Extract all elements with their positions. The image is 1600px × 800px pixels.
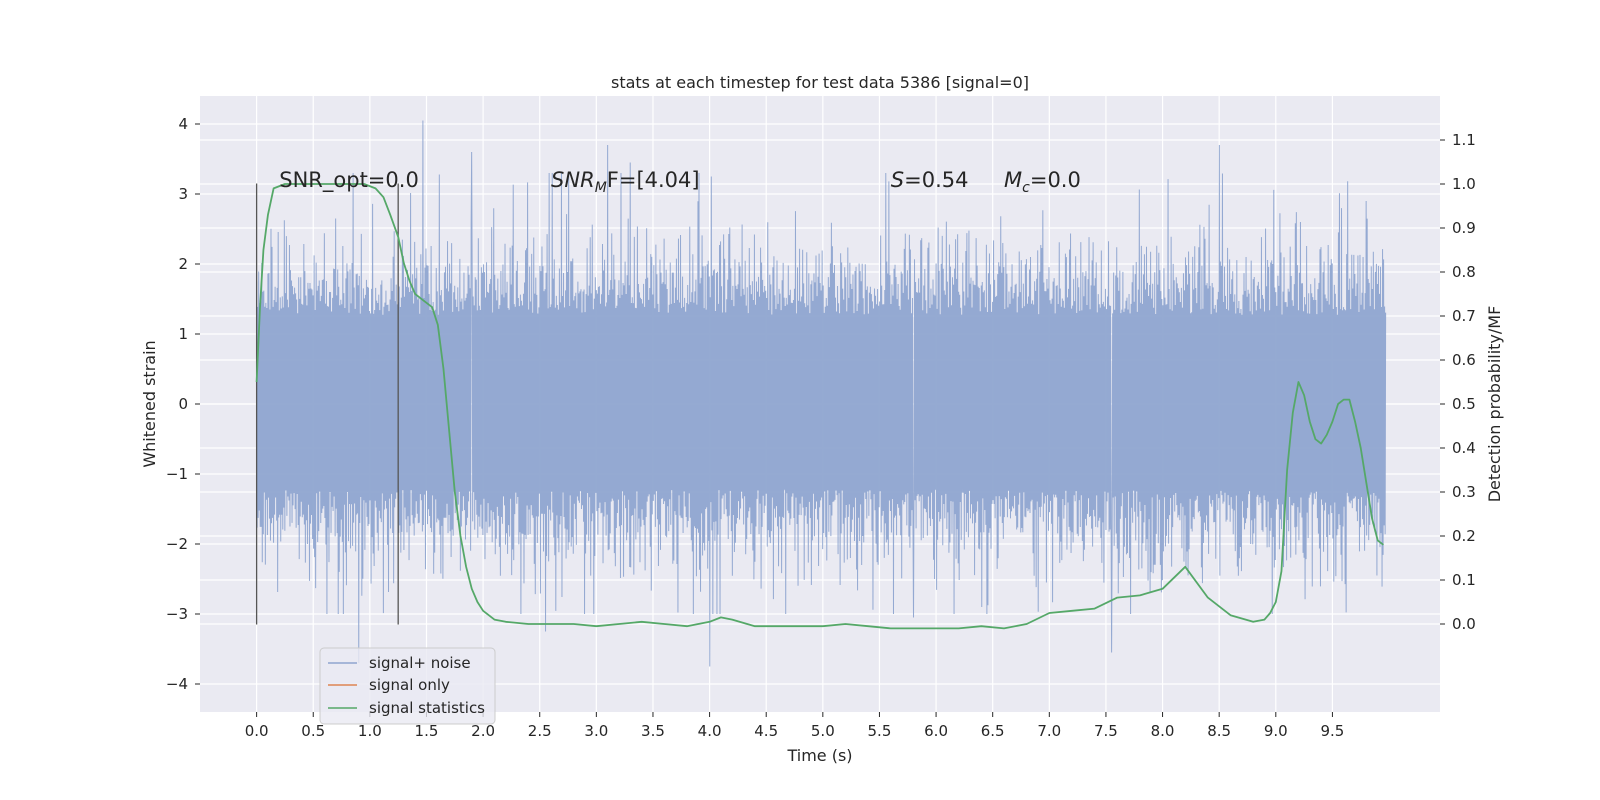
legend-label-signal-noise: signal+ noise (369, 654, 471, 672)
y-left-tick-label: 1 (178, 325, 188, 343)
x-tick-label: 8.5 (1207, 722, 1231, 740)
annotation-text: SNRMF=[4.04] (551, 168, 700, 196)
legend: signal+ noise signal only signal statist… (319, 647, 496, 725)
y-right-tick-label: 0.6 (1452, 351, 1476, 369)
x-tick-label: 3.0 (584, 722, 608, 740)
annotation-text: Mc=0.0 (1004, 168, 1081, 196)
y-right-tick-label: 1.0 (1452, 175, 1476, 193)
x-tick-label: 7.0 (1037, 722, 1061, 740)
chart-title: stats at each timestep for test data 538… (611, 73, 1029, 92)
x-tick-label: 0.0 (245, 722, 269, 740)
y-left-tick-label: 3 (178, 185, 188, 203)
x-tick-label: 8.0 (1151, 722, 1175, 740)
x-tick-label: 5.0 (811, 722, 835, 740)
legend-label-signal-statistics: signal statistics (369, 699, 485, 717)
signal-noise-series (256, 120, 1387, 667)
y-right-tick-label: 0.8 (1452, 263, 1476, 281)
y-left-tick-label: −4 (166, 675, 188, 693)
y-right-tick-label: 1.1 (1452, 131, 1476, 149)
y-right-tick-label: 0.5 (1452, 395, 1476, 413)
x-tick-label: 4.5 (754, 722, 778, 740)
y-right-tick-label: 0.7 (1452, 307, 1476, 325)
y-right-tick-label: 0.9 (1452, 219, 1476, 237)
y-left-tick-label: 0 (178, 395, 188, 413)
signal-statistics-line (255, 183, 1384, 630)
x-tick-label: 2.5 (528, 722, 552, 740)
right-y-axis-label: Detection probability/MF (1485, 306, 1504, 503)
y-right-tick-label: 0.4 (1452, 439, 1476, 457)
x-tick-label: 6.5 (981, 722, 1005, 740)
x-tick-label: 9.0 (1264, 722, 1288, 740)
x-tick-label: 3.5 (641, 722, 665, 740)
x-tick-label: 4.0 (698, 722, 722, 740)
vertical-markers (255, 183, 399, 625)
y-right-tick-label: 0.3 (1452, 483, 1476, 501)
x-tick-label: 7.5 (1094, 722, 1118, 740)
y-left-tick-label: −2 (166, 535, 188, 553)
x-axis-label: Time (s) (786, 746, 852, 765)
x-tick-label: 9.5 (1320, 722, 1344, 740)
annotations: SNR_opt=0.0 SNRMF=[4.04] S=0.54 Mc=0.0 (279, 168, 1081, 196)
legend-box (319, 647, 496, 725)
right-y-axis-ticks: 0.0 0.1 0.2 0.3 0.4 0.5 0.6 0.7 0.8 0.9 1.0 1.1 (1440, 131, 1476, 633)
y-left-tick-label: −3 (166, 605, 188, 623)
y-right-tick-label: 0.2 (1452, 527, 1476, 545)
x-axis-ticks: 0.0 0.5 1.0 1.5 2.0 2.5 3.0 3.5 4.0 4.5 5.0 5.5 6.0 6… (245, 712, 1344, 740)
y-left-tick-label: −1 (166, 465, 188, 483)
left-y-axis-label: Whitened strain (140, 340, 159, 467)
y-right-tick-label: 0.1 (1452, 571, 1476, 589)
annotation-text: S=0.54 (891, 168, 969, 192)
x-tick-label: 1.0 (358, 722, 382, 740)
x-tick-label: 5.5 (868, 722, 892, 740)
signal-noise-line (256, 120, 1387, 667)
y-left-tick-label: 2 (178, 255, 188, 273)
annotation-text: SNR_opt=0.0 (279, 168, 419, 193)
y-left-tick-label: 4 (178, 115, 188, 133)
x-tick-label: 0.5 (301, 722, 325, 740)
signal-statistics-series (255, 183, 1384, 630)
legend-label-signal-only: signal only (369, 676, 450, 694)
x-tick-label: 2.0 (471, 722, 495, 740)
left-y-axis-ticks: −4 −3 −2 −1 0 1 2 3 4 (166, 115, 200, 693)
x-tick-label: 6.0 (924, 722, 948, 740)
y-right-tick-label: 0.0 (1452, 615, 1476, 633)
x-tick-label: 1.5 (415, 722, 439, 740)
